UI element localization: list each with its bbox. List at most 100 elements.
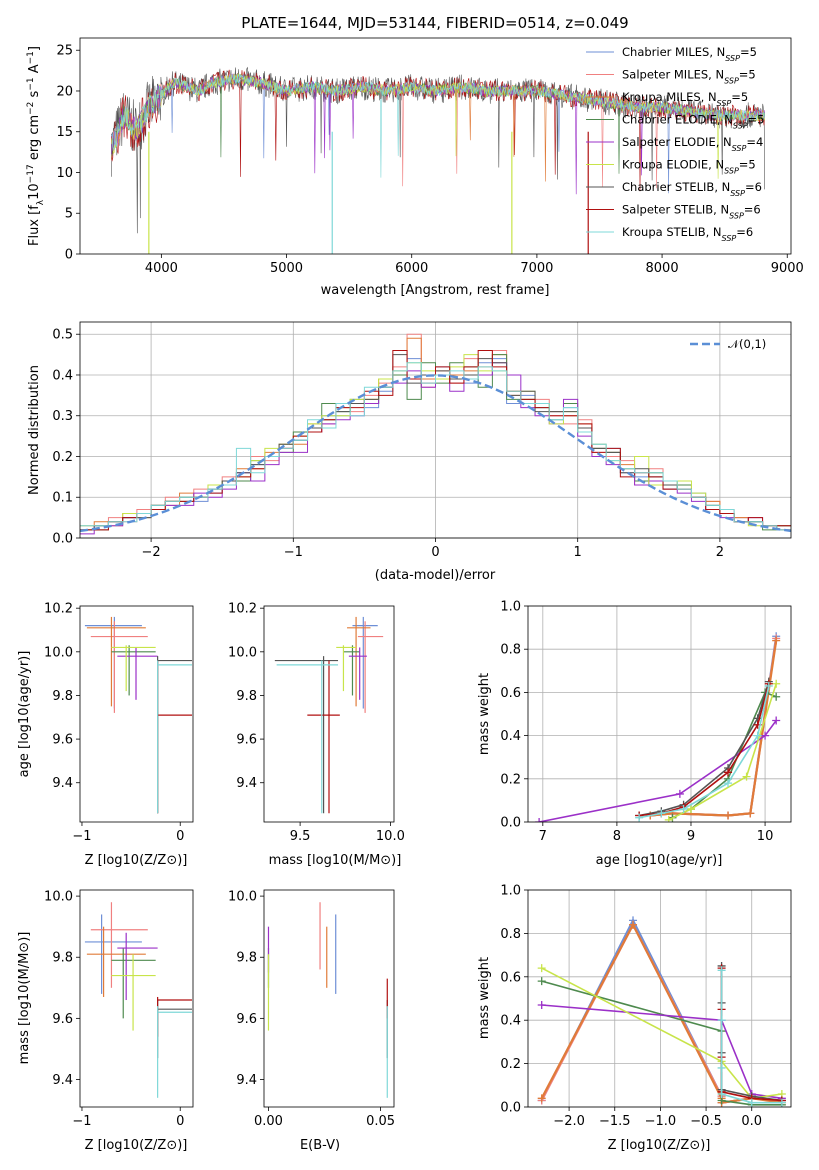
panel-weight-vs-Z: −2.0 −1.5 −1.0 −0.5 0.0 0.0 0.2 0.4 0.6 0.8 1.0 Z [… [477, 884, 792, 1153]
y-tick-label: 10.2 [44, 602, 73, 617]
weight-marker [747, 1098, 756, 1107]
weight-marker [717, 966, 726, 975]
y-tick-label: 9.4 [52, 776, 73, 791]
y-axis-label: mass [log10(M/M⊙)] [17, 932, 32, 1065]
y-tick-label: 15 [56, 125, 73, 140]
x-axis-label: Z [log10(Z/Z⊙)] [608, 1138, 711, 1153]
weight-marker [724, 768, 733, 777]
weight-marker [717, 1016, 726, 1025]
plot-area-mass-vs-ebv [267, 902, 388, 1098]
weight-marker [742, 772, 751, 781]
x-tick-label: 8 [613, 829, 621, 844]
spectrum-line [111, 74, 765, 189]
y-tick-label: 0.1 [52, 491, 73, 506]
y-tick-label: 0.0 [500, 816, 521, 831]
x-tick-label: −1.5 [599, 1114, 631, 1129]
axes-frame [263, 889, 395, 1108]
axes-frame [79, 605, 194, 823]
x-tick-label: 5000 [270, 261, 303, 276]
y-tick-label: 9.8 [236, 689, 257, 704]
axes-frame [79, 889, 194, 1108]
weight-line [541, 980, 782, 1106]
weight-marker [764, 681, 773, 690]
plot-area-residuals [80, 333, 791, 535]
legend-label: Chabrier STELIB, NSSP=6 [622, 180, 762, 198]
legend-label: Salpeter MILES, NSSP=5 [622, 68, 756, 86]
legend-label: Kroupa STELIB, NSSP=6 [622, 225, 753, 243]
y-tick-label: 0.4 [52, 368, 73, 383]
x-tick-label: 0.05 [366, 1114, 395, 1129]
y-tick-label: 0.2 [52, 450, 73, 465]
x-tick-label: 0 [176, 829, 184, 844]
y-tick-label: 0.0 [500, 1101, 521, 1116]
normal-curve [80, 374, 791, 533]
x-axis-label: mass [log10(M/M⊙)] [269, 853, 402, 868]
x-axis-label: age [log10(age/yr)] [596, 853, 723, 868]
y-tick-label: 1.0 [500, 600, 521, 615]
axes-frame [527, 605, 792, 823]
y-tick-label: 10 [56, 166, 73, 181]
y-tick-label: 0.3 [52, 409, 73, 424]
weight-line [540, 917, 782, 1104]
y-tick-label: 9.8 [52, 951, 73, 966]
legend-label: 𝒩(0,1) [728, 337, 766, 351]
y-tick-label: 0.5 [52, 328, 73, 343]
x-axis-label: E(B-V) [300, 1138, 340, 1153]
y-axis-label: Normed distribution [27, 365, 42, 495]
x-tick-label: −1.0 [645, 1114, 677, 1129]
y-tick-label: 0.6 [500, 686, 521, 701]
x-axis-label: Z [log10(Z/Z⊙)] [85, 1138, 188, 1153]
x-tick-label: 10 [757, 829, 774, 844]
y-tick-label: 10.2 [228, 602, 257, 617]
plot-area-weight-vs-age [535, 632, 781, 822]
x-tick-label: 0 [431, 545, 439, 560]
y-tick-label: 1.0 [500, 884, 521, 899]
plot-area-mass-vs-Z [84, 902, 193, 1098]
y-tick-label: 0.4 [500, 1014, 521, 1029]
legend-label: Salpeter STELIB, NSSP=6 [622, 203, 761, 221]
y-tick-label: 10.0 [44, 890, 73, 905]
plot-area-weight-vs-Z [537, 916, 786, 1107]
weight-line [638, 681, 770, 817]
weight-marker [635, 813, 644, 822]
y-tick-label: 0.8 [500, 927, 521, 942]
y-tick-label: 0 [65, 248, 73, 263]
legend-label: Kroupa ELODIE, NSSP=5 [622, 158, 756, 176]
x-tick-label: −2 [142, 545, 161, 560]
y-tick-label: 9.6 [236, 733, 257, 748]
x-tick-label: 10.0 [376, 829, 405, 844]
panel-age-vs-mass: 9.5 10.0 9.4 9.6 9.8 10.0 10.2 mass [log10(M/M⊙… [228, 602, 405, 868]
y-tick-label: 10.0 [228, 890, 257, 905]
panel-mass-vs-ebv: 0.00 0.05 9.4 9.6 9.8 10.0 E(B-V) [228, 889, 395, 1153]
y-tick-label: 0.0 [52, 532, 73, 547]
weight-marker [772, 636, 781, 645]
weight-marker [535, 818, 544, 822]
weight-line [541, 967, 783, 1100]
x-tick-label: 9000 [771, 261, 804, 276]
weight-marker [664, 815, 673, 822]
spectrum-line [111, 73, 765, 178]
y-tick-label: 10.0 [44, 645, 73, 660]
weight-line [538, 720, 777, 822]
y-tick-label: 0.2 [500, 772, 521, 787]
weight-marker [772, 716, 781, 725]
weight-marker [537, 964, 546, 973]
x-axis-label: (data-model)/error [375, 568, 496, 583]
weight-line [668, 683, 777, 821]
y-tick-label: 9.8 [236, 951, 257, 966]
legend-label: Salpeter ELODIE, NSSP=4 [622, 135, 763, 153]
y-tick-label: 0.4 [500, 729, 521, 744]
y-axis-label: mass weight [477, 673, 492, 755]
y-axis-label: Flux [fλ10−17 erg cm−2 s−1 A−1] [26, 46, 46, 246]
y-tick-label: 20 [56, 84, 73, 99]
x-tick-label: 0.0 [741, 1114, 762, 1129]
weight-marker [772, 692, 781, 701]
weight-marker [753, 731, 762, 740]
panel-mass-vs-Z: −1 0 9.4 9.6 9.8 10.0 Z [log10(Z/Z⊙)] mass [log… [17, 889, 194, 1153]
y-tick-label: 25 [56, 44, 73, 59]
histogram-kroupa-stelib [80, 362, 791, 531]
x-tick-label: −1 [284, 545, 303, 560]
axes-frame [79, 37, 792, 255]
panel-weight-vs-age: 7 8 9 10 0.0 0.2 0.4 0.6 0.8 1.0 age [log10(age/yr… [477, 600, 792, 868]
